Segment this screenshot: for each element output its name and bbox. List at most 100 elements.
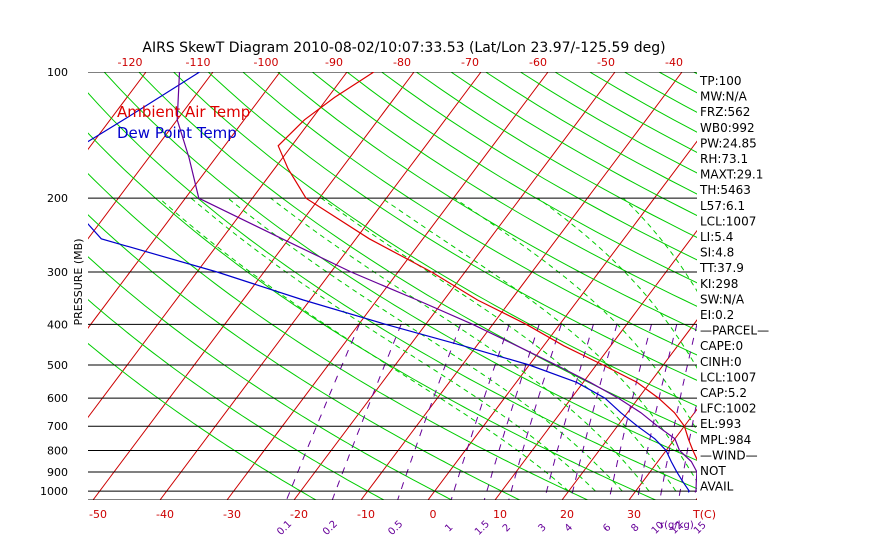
top-temperature-tick: -100 xyxy=(254,56,279,69)
index-entry: LCL:1007 xyxy=(700,370,756,384)
bottom-temperature-tick: 0 xyxy=(430,508,437,521)
mixing-ratio-line xyxy=(758,324,785,500)
top-temperature-tick: -60 xyxy=(529,56,547,69)
bottom-temperature-tick: -50 xyxy=(89,508,107,521)
index-entry: LI:5.4 xyxy=(700,230,733,244)
chart-title: AIRS SkewT Diagram 2010-08-02/10:07:33.5… xyxy=(142,40,665,56)
index-entry: MW:N/A xyxy=(700,90,748,104)
legend-ambient-air-temp: Ambient Air Temp xyxy=(117,103,250,121)
bottom-temperature-tick: 20 xyxy=(560,508,574,521)
index-entry: —WIND— xyxy=(700,448,758,462)
mixing-ratio-line xyxy=(286,324,360,500)
dry-adiabat-line xyxy=(242,72,697,356)
bottom-temperature-tick: -30 xyxy=(223,508,241,521)
dry-adiabat-line xyxy=(346,72,697,284)
plot-area xyxy=(0,72,870,500)
pressure-tick-label: 700 xyxy=(47,420,68,433)
dry-adiabat-line xyxy=(88,256,453,500)
profile-line-2 xyxy=(176,72,697,493)
top-temperature-ticks: -120 -110 -100 -90 -80 -70 -60 -50 -40 xyxy=(118,56,683,69)
pressure-tick-labels: 100 200 300 400 500 600 700 800 900 1000 xyxy=(40,66,68,498)
dry-adiabat-line xyxy=(88,92,697,490)
index-entry: RH:73.1 xyxy=(700,152,748,166)
isotherm-line xyxy=(628,408,697,500)
top-temperature-tick: -40 xyxy=(665,56,683,69)
mixing-ratio-tick: 4 xyxy=(563,522,575,534)
top-temperature-tick: -110 xyxy=(186,56,211,69)
index-entry: CAP:5.2 xyxy=(700,386,747,400)
index-entry: LCL:1007 xyxy=(700,214,756,228)
index-entry: AVAIL xyxy=(700,480,734,494)
mixing-ratio-line xyxy=(483,324,540,500)
dry-adiabat-line xyxy=(88,132,656,500)
pressure-tick-label: 800 xyxy=(47,445,68,458)
bottom-temperature-tick: 30 xyxy=(627,508,641,521)
index-entry: TH:5463 xyxy=(699,183,751,197)
index-entry: EL:993 xyxy=(700,417,741,431)
y-axis-label: PRESSURE (MB) xyxy=(72,239,85,326)
moist-adiabat-lines xyxy=(158,197,864,492)
profile-line-1 xyxy=(88,72,691,493)
index-entry: MPL:984 xyxy=(700,433,751,447)
mixing-ratio-line xyxy=(608,324,652,500)
index-entry: CAPE:0 xyxy=(700,339,743,353)
pressure-tick-label: 100 xyxy=(47,66,68,79)
bottom-temperature-tick: -40 xyxy=(156,508,174,521)
isotherm-line xyxy=(0,72,79,500)
top-temperature-tick: -50 xyxy=(597,56,615,69)
isobar-lines xyxy=(88,72,697,500)
moist-adiabat-line xyxy=(227,197,623,492)
dry-adiabat-line xyxy=(103,72,697,461)
mixing-ratio-line xyxy=(508,324,562,500)
mixing-ratio-line xyxy=(331,324,402,500)
mixing-ratio-tick: 0.2 xyxy=(321,519,340,538)
mixing-ratio-tick: 0.1 xyxy=(275,519,294,538)
mixing-ratio-tick: 1 xyxy=(443,522,455,534)
top-temperature-tick: -90 xyxy=(325,56,343,69)
index-entry: TP:100 xyxy=(699,74,742,88)
mixing-ratio-tick: 0.5 xyxy=(386,519,405,538)
index-entry: PW:24.85 xyxy=(700,136,757,150)
pressure-tick-label: 300 xyxy=(47,266,68,279)
mixing-ratio-line xyxy=(397,324,462,500)
legend-dew-point-temp: Dew Point Temp xyxy=(117,124,237,142)
mixing-ratio-tick: 15 xyxy=(692,520,709,537)
isotherm-line xyxy=(561,319,697,500)
isotherm-line xyxy=(88,72,281,329)
dry-adiabat-line xyxy=(88,172,588,500)
dry-adiabat-line xyxy=(311,72,697,307)
pressure-tick-label: 900 xyxy=(47,466,68,479)
mixing-ratio-lines xyxy=(286,324,785,500)
index-entry: TT:37.9 xyxy=(699,261,744,275)
dry-adiabat-line xyxy=(88,342,317,500)
legend: Ambient Air Temp Dew Point Temp xyxy=(117,103,250,142)
pressure-tick-label: 1000 xyxy=(40,485,68,498)
index-entry: MAXT:29.1 xyxy=(700,168,763,182)
isotherm-line xyxy=(360,72,683,500)
isotherm-line xyxy=(763,72,870,500)
mixing-ratio-tick: 3 xyxy=(536,522,548,534)
mixing-ratio-tick: 2 xyxy=(501,522,513,534)
moist-adiabat-line xyxy=(809,198,864,491)
mixing-ratio-line xyxy=(543,324,594,500)
index-entry: WB0:992 xyxy=(700,121,755,135)
mixing-ratio-line xyxy=(450,324,510,500)
index-entry: KI:298 xyxy=(700,277,738,291)
profile-line-0 xyxy=(277,72,697,461)
pressure-tick-label: 600 xyxy=(47,392,68,405)
bottom-temperature-ticks: -50 -40 -30 -20 -10 0 10 20 30 xyxy=(89,508,641,521)
dry-adiabat-line xyxy=(658,72,697,94)
index-entry: SW:N/A xyxy=(700,292,745,306)
index-entry: LFC:1002 xyxy=(700,402,757,416)
top-temperature-tick: -80 xyxy=(393,56,411,69)
dry-adiabat-line xyxy=(88,298,385,500)
isotherm-line xyxy=(427,140,697,500)
isotherm-line xyxy=(226,72,549,500)
pressure-tick-label: 500 xyxy=(47,359,68,372)
top-temperature-tick: -120 xyxy=(118,56,143,69)
index-entry: L57:6.1 xyxy=(700,199,745,213)
index-entry: CINH:0 xyxy=(700,355,742,369)
mixing-ratio-tick-labels: 0.1 0.2 0.5 1 1.5 2 3 4 6 8 10 12 15 xyxy=(275,519,709,538)
dry-adiabat-line xyxy=(381,72,697,261)
